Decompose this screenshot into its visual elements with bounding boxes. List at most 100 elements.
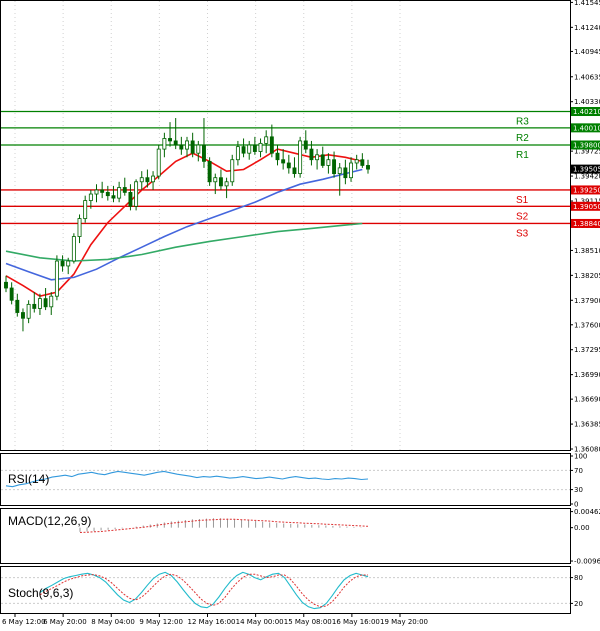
candle-body — [202, 144, 206, 162]
rsi-axis: 100 70 30 0 — [570, 453, 587, 509]
candle-body — [315, 154, 320, 161]
price-tick-label: 1.40635 — [574, 73, 600, 81]
price-panel: R3 R2 R1 S1 S2 S3 1.41545 1.41240 1.40945 1.4063… — [0, 0, 600, 454]
candle-body — [32, 303, 37, 309]
candle-body — [4, 281, 8, 289]
candle-body — [49, 295, 54, 308]
candle-body — [247, 144, 252, 154]
candle-body — [156, 148, 161, 177]
rsi-panel-frame — [0, 453, 571, 506]
candle-body — [264, 136, 269, 144]
candle-body — [185, 140, 189, 150]
current-price-tag — [571, 164, 600, 174]
price-tick-label: 1.40945 — [574, 48, 600, 56]
level-label-r3: R3 — [516, 117, 529, 128]
time-axis: 6 May 12:006 May 20:00 8 May 04:00 9 May 1… — [2, 614, 428, 626]
level-price-tag — [571, 123, 600, 133]
candle-body — [134, 181, 139, 207]
rsi-tick-label: 0 — [574, 501, 578, 509]
macd-tick-label: 0.00 — [574, 524, 590, 532]
level-price-tag — [571, 201, 600, 211]
candle-body — [117, 187, 122, 199]
macd-plot — [79, 518, 369, 533]
price-tick-label: 1.38205 — [574, 272, 600, 280]
time-tick-label: 15 May 08:00 — [284, 618, 332, 626]
level-label-s1: S1 — [516, 195, 529, 206]
candle-body — [162, 138, 167, 150]
candlesticks — [4, 118, 370, 332]
macd-panel-frame — [0, 508, 571, 564]
price-tick-label: 1.38510 — [574, 247, 600, 255]
candle-body — [190, 140, 195, 154]
price-panel-frame — [0, 0, 571, 451]
level-price-tag — [571, 185, 600, 195]
candle-body — [26, 303, 31, 319]
level-price-tag — [571, 140, 600, 150]
candle-body — [54, 260, 59, 297]
price-tick-label: 1.36990 — [574, 371, 600, 379]
rsi-tick-label: 100 — [574, 453, 587, 461]
candle-body — [241, 146, 246, 154]
current-price-label: 1.39505 — [573, 166, 600, 174]
moving-average-line — [5, 148, 363, 298]
candle-body — [275, 152, 280, 161]
price-tick-label: 1.36690 — [574, 396, 600, 404]
time-tick-label: 8 May 04:00 — [91, 618, 135, 626]
stochastic-panel: 80 20 Stoch(9,6,3) — [0, 566, 583, 614]
candle-body — [21, 312, 25, 319]
candle-body — [281, 159, 286, 164]
level-price-tag — [571, 218, 600, 228]
rsi-panel: 100 70 30 0 RSI(14) — [0, 453, 587, 509]
level-price-tag-label: 1.40010 — [573, 124, 600, 132]
candle-body — [105, 192, 110, 197]
stochastic-axis: 80 20 — [570, 574, 583, 608]
level-price-tag-label: 1.39050 — [573, 203, 600, 211]
price-tick-label: 1.36385 — [574, 421, 600, 429]
candle-body — [168, 138, 172, 142]
candle-body — [235, 146, 240, 161]
candle-body — [9, 287, 14, 301]
price-tick-label: 1.37600 — [574, 321, 600, 329]
rsi-tick-label: 30 — [574, 486, 583, 494]
stoch-tick-label: 80 — [574, 574, 583, 582]
price-tick-label: 1.37900 — [574, 297, 600, 305]
price-tick-label: 1.37295 — [574, 346, 600, 354]
rsi-line — [5, 470, 369, 488]
candle-body — [213, 177, 218, 183]
price-tick-label: 1.40330 — [574, 98, 600, 106]
stoch-label: Stoch(9,6,3) — [8, 586, 73, 600]
candle-body — [151, 175, 156, 183]
time-tick-label: 16 May 16:00 — [332, 618, 380, 626]
stoch-tick-label: 20 — [574, 600, 583, 608]
stoch-panel-frame — [0, 566, 571, 614]
price-tick-label: 1.39115 — [574, 197, 600, 205]
level-label-r2: R2 — [516, 133, 529, 144]
candle-body — [286, 162, 291, 169]
price-axis: 1.41545 1.41240 1.40945 1.40635 1.40330 1.400… — [570, 0, 600, 454]
candle-body — [83, 200, 88, 219]
macd-label: MACD(12,26,9) — [8, 514, 91, 528]
candle-body — [326, 159, 331, 166]
candle-body — [60, 260, 65, 267]
stochastic-plot — [1, 571, 570, 610]
candle-body — [173, 140, 178, 146]
candle-body — [179, 144, 184, 150]
candle-body — [258, 142, 263, 152]
rsi-tick-label: 70 — [574, 467, 583, 475]
candle-body — [230, 159, 235, 183]
price-tick-label: 1.36080 — [574, 446, 600, 454]
time-tick-label: 6 May 12:00 — [2, 618, 46, 626]
price-tick-label: 1.41545 — [574, 0, 600, 7]
macd-signal-line — [79, 518, 369, 533]
rsi-plot — [1, 469, 570, 491]
moving-average-line — [5, 168, 363, 281]
time-tick-label: 6 May 20:00 — [43, 618, 87, 626]
candle-body — [332, 159, 337, 175]
candle-body — [145, 177, 150, 183]
candle-body — [354, 159, 359, 164]
price-tick-label: 1.39725 — [574, 148, 600, 156]
price-tick-label: 1.41240 — [574, 24, 600, 32]
candle-body — [15, 299, 20, 313]
candle-body — [94, 189, 99, 195]
